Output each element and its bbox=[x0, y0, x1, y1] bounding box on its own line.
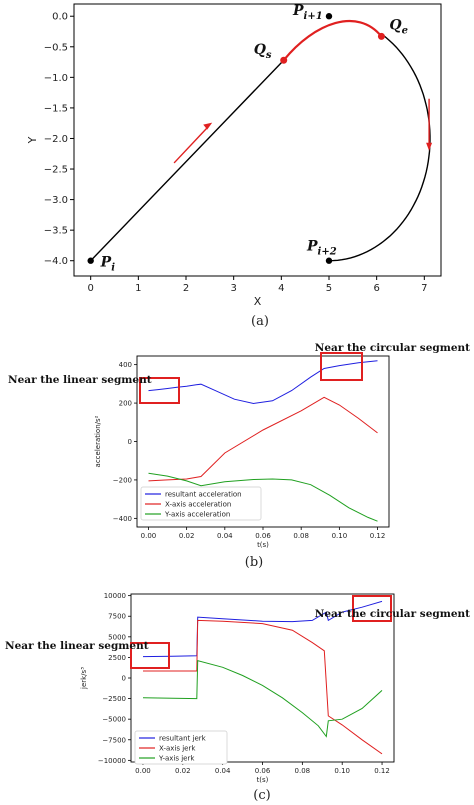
y-tick-label: 2500 bbox=[108, 654, 126, 662]
y-tick-label: −200 bbox=[113, 476, 132, 484]
y-tick-label: −2.0 bbox=[44, 134, 68, 145]
point-label-qs: Qs bbox=[254, 42, 272, 61]
y-tick-label: −1.0 bbox=[44, 73, 68, 84]
point-label-pi2: Pi+2 bbox=[306, 239, 337, 258]
x-tick-label: 0.00 bbox=[141, 532, 157, 540]
x-tick-label: 0.04 bbox=[217, 532, 233, 540]
legend-box bbox=[134, 730, 228, 765]
x-tick-label: 0.02 bbox=[175, 767, 191, 775]
highlight-box bbox=[130, 642, 170, 669]
series-line-1 bbox=[148, 396, 378, 482]
direction-arrowhead bbox=[426, 142, 433, 151]
note-circular-segment: Near the circular segment bbox=[315, 342, 470, 354]
legend-label: resultant acceleration bbox=[165, 491, 242, 499]
point-label-qe: Qe bbox=[389, 17, 408, 36]
y-axis-label: Y bbox=[26, 136, 39, 144]
x-tick-label: 0 bbox=[87, 283, 93, 294]
transition-curve bbox=[282, 20, 383, 61]
path-point-marker bbox=[325, 257, 333, 264]
point-label-pi: Pi bbox=[100, 255, 116, 274]
y-axis-label: jerk/s³ bbox=[80, 667, 88, 690]
x-tick-label: 0.06 bbox=[255, 767, 271, 775]
y-tick-label: −10000 bbox=[98, 757, 126, 765]
highlight-box bbox=[352, 595, 392, 622]
series-line-2 bbox=[148, 472, 378, 522]
y-tick-label: −3.0 bbox=[44, 195, 68, 206]
x-axis-label: X bbox=[254, 295, 262, 308]
x-tick-label: 4 bbox=[278, 283, 284, 294]
legend-label: Y-axis jerk bbox=[158, 755, 195, 763]
caption-c: (c) bbox=[253, 788, 270, 803]
linear-segment bbox=[90, 59, 285, 262]
highlight-box bbox=[139, 377, 180, 404]
legend-label: X-axis acceleration bbox=[165, 501, 231, 509]
note-circular-segment: Near the circular segment bbox=[315, 608, 470, 620]
y-tick-label: −1.5 bbox=[44, 103, 68, 114]
legend-label: resultant jerk bbox=[159, 735, 207, 743]
highlight-box bbox=[320, 352, 363, 381]
path-chart: 0 1 2 3 4 5 6 7 0.0 −0.5 −1.0 −1.5 −2.0 −2.5 −3.0 −3.5 −… bbox=[26, 3, 442, 308]
x-tick-label: 7 bbox=[421, 283, 427, 294]
y-tick-label: −4.0 bbox=[44, 256, 68, 267]
y-tick-label: −0.5 bbox=[44, 42, 68, 53]
transition-point-marker bbox=[280, 56, 288, 64]
y-tick-label: −3.5 bbox=[44, 226, 68, 237]
x-tick-label: 5 bbox=[326, 283, 332, 294]
x-tick-label: 1 bbox=[135, 283, 141, 294]
jerk-chart: 0.00 0.02 0.04 0.06 0.08 0.10 0.12 −10000 −7500 −… bbox=[5, 592, 470, 784]
series-line-1 bbox=[143, 619, 383, 755]
x-tick-label: 6 bbox=[373, 283, 379, 294]
direction-arrow bbox=[173, 126, 208, 164]
direction-arrowhead bbox=[203, 122, 213, 130]
y-tick-label: −7500 bbox=[102, 736, 126, 744]
point-label-pi1: Pi+1 bbox=[292, 3, 323, 22]
note-linear-segment: Near the linear segment bbox=[8, 374, 152, 386]
x-tick-label: 0.12 bbox=[370, 532, 386, 540]
series-line-2 bbox=[142, 660, 383, 738]
y-tick-label: −400 bbox=[113, 515, 132, 523]
y-tick-label: 7500 bbox=[108, 613, 126, 621]
y-axis-label: acceleration/s² bbox=[94, 415, 102, 467]
y-tick-label: −5000 bbox=[102, 716, 126, 724]
x-tick-label: 3 bbox=[230, 283, 236, 294]
path-point-marker bbox=[325, 13, 333, 20]
path-point-marker bbox=[87, 257, 94, 264]
acceleration-chart: 0.00 0.02 0.04 0.06 0.08 0.10 0.12 −400 −200 0 200… bbox=[8, 342, 470, 549]
y-tick-label: 0 bbox=[122, 675, 126, 683]
y-tick-label: 400 bbox=[119, 361, 132, 369]
plot-frame bbox=[73, 3, 442, 277]
caption-a: (a) bbox=[251, 314, 269, 329]
y-tick-label: 200 bbox=[119, 400, 132, 408]
x-tick-label: 0.08 bbox=[293, 532, 309, 540]
x-axis-label: t(s) bbox=[257, 776, 269, 784]
y-tick-label: 0 bbox=[128, 438, 132, 446]
circular-segment bbox=[328, 34, 431, 262]
x-axis-label: t(s) bbox=[257, 541, 269, 549]
x-tick-label: 0.02 bbox=[179, 532, 195, 540]
x-tick-label: 0.04 bbox=[215, 767, 231, 775]
legend-label: Y-axis acceleration bbox=[164, 511, 230, 519]
x-tick-label: 0.00 bbox=[135, 767, 151, 775]
y-tick-label: −2.5 bbox=[44, 165, 68, 176]
x-tick-label: 0.06 bbox=[255, 532, 271, 540]
y-tick-label: 0.0 bbox=[52, 12, 68, 23]
y-tick-label: 10000 bbox=[104, 592, 126, 600]
note-linear-segment: Near the linear segment bbox=[5, 640, 149, 652]
x-tick-label: 0.08 bbox=[295, 767, 311, 775]
series-line-0 bbox=[148, 360, 378, 405]
y-tick-label: 5000 bbox=[108, 633, 126, 641]
x-tick-label: 2 bbox=[183, 283, 189, 294]
legend-box bbox=[140, 486, 262, 521]
x-tick-label: 0.12 bbox=[374, 767, 390, 775]
caption-b: (b) bbox=[245, 555, 263, 570]
transition-point-marker bbox=[377, 32, 385, 40]
y-tick-label: −2500 bbox=[102, 695, 126, 703]
legend-label: X-axis jerk bbox=[159, 745, 196, 753]
x-tick-label: 0.10 bbox=[334, 767, 350, 775]
x-tick-label: 0.10 bbox=[332, 532, 348, 540]
